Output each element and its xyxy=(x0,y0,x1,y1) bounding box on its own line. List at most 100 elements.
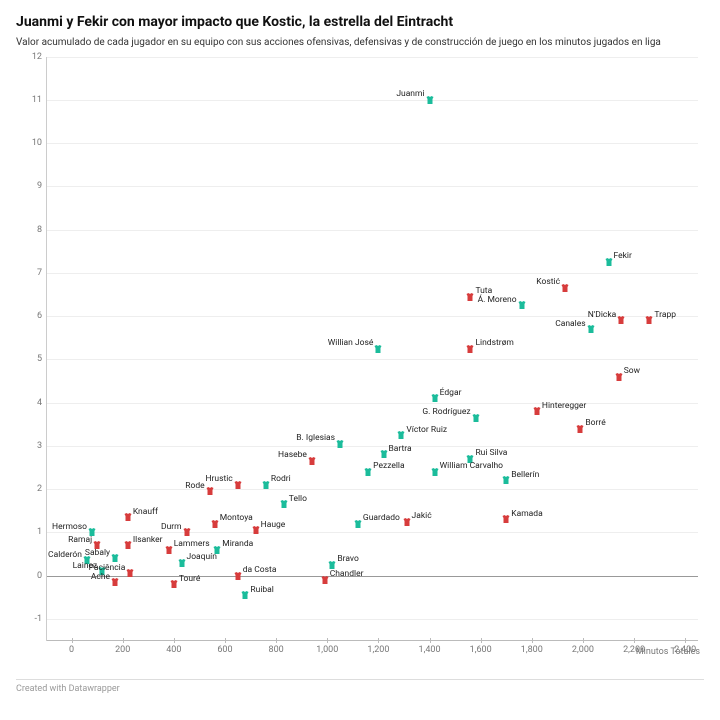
gridline xyxy=(46,576,698,577)
data-point-label: Sabaly xyxy=(85,549,110,558)
y-tick-label: 0 xyxy=(37,571,42,581)
data-point-label: Borré xyxy=(585,419,605,428)
data-point xyxy=(402,517,412,527)
data-point-label: Guardado xyxy=(363,514,400,523)
y-tick-label: 1 xyxy=(37,527,42,537)
data-point-label: Trapp xyxy=(654,311,676,320)
data-point-label: Á. Moreno xyxy=(478,295,517,304)
x-tick-label: 600 xyxy=(217,645,232,655)
data-point-label: Montoya xyxy=(220,514,253,523)
data-point-label: B. Iglesias xyxy=(296,434,335,443)
data-point-label: Hermoso xyxy=(52,523,87,532)
gridline xyxy=(46,143,698,144)
data-point xyxy=(363,467,373,477)
y-tick-label: 4 xyxy=(37,398,42,408)
y-tick-label: 5 xyxy=(37,354,42,364)
data-point xyxy=(471,413,481,423)
gridline xyxy=(46,619,698,620)
data-point-label: Touré xyxy=(179,575,201,584)
y-tick-label: 11 xyxy=(32,95,42,105)
data-point xyxy=(205,486,215,496)
data-point xyxy=(379,449,389,459)
data-point-label: Bellerín xyxy=(511,471,539,480)
y-tick-label: 3 xyxy=(37,441,42,451)
x-tick-label: 200 xyxy=(115,645,130,655)
data-point-label: Víctor Ruiz xyxy=(406,425,447,434)
data-point-label: Hinteregger xyxy=(542,401,586,410)
data-point-label: Juanmi xyxy=(396,90,424,99)
data-point xyxy=(335,439,345,449)
x-tick xyxy=(225,638,226,643)
data-point-label: Fekir xyxy=(614,252,632,261)
data-point-label: Calderón xyxy=(48,551,82,560)
data-point-label: Knauff xyxy=(133,507,158,516)
x-tick xyxy=(72,638,73,643)
data-point-label: Hasebe xyxy=(278,451,307,460)
data-point-label: Hauge xyxy=(261,520,286,529)
data-point xyxy=(307,456,317,466)
data-point xyxy=(604,257,614,267)
x-axis-title: Minutos Totales xyxy=(636,647,700,685)
x-axis-line xyxy=(46,640,698,641)
data-point-label: Rodri xyxy=(271,475,291,484)
data-point-label: Willian José xyxy=(328,339,374,348)
data-point-label: Lindstrøm xyxy=(475,339,513,348)
data-point xyxy=(353,519,363,529)
data-point xyxy=(164,545,174,555)
data-point-label: Rode xyxy=(185,482,204,491)
data-point-label: Bravo xyxy=(337,555,358,564)
data-point-label: Ramaj xyxy=(68,536,92,545)
gridline xyxy=(46,57,698,58)
data-point xyxy=(560,283,570,293)
data-point xyxy=(373,344,383,354)
gridline xyxy=(46,186,698,187)
data-point-label: Durm xyxy=(161,523,182,532)
x-tick xyxy=(634,638,635,643)
data-point-label: Bartra xyxy=(389,445,412,454)
data-point xyxy=(110,577,120,587)
chart-container: Juanmi y Fekir con mayor impacto que Kos… xyxy=(0,0,720,673)
gridline xyxy=(46,532,698,533)
data-point xyxy=(532,406,542,416)
gridline xyxy=(46,359,698,360)
x-tick xyxy=(327,638,328,643)
x-tick-label: 800 xyxy=(269,645,284,655)
data-point xyxy=(123,540,133,550)
y-tick-label: 6 xyxy=(37,311,42,321)
data-point-label: Joaquín xyxy=(187,553,217,562)
data-point xyxy=(430,467,440,477)
x-tick-label: 2,000 xyxy=(572,645,594,655)
data-point-label: Ache xyxy=(91,572,110,581)
data-point xyxy=(169,579,179,589)
data-point xyxy=(614,372,624,382)
data-point xyxy=(501,514,511,524)
data-point-label: G. Rodríguez xyxy=(422,408,470,417)
data-point-label: Chandler xyxy=(330,570,364,579)
data-point xyxy=(517,300,527,310)
gridline xyxy=(46,100,698,101)
x-tick xyxy=(174,638,175,643)
x-tick xyxy=(532,638,533,643)
data-point-label: Canales xyxy=(555,319,585,328)
x-tick xyxy=(583,638,584,643)
x-tick xyxy=(276,638,277,643)
data-point-label: Tello xyxy=(289,494,307,503)
x-tick-label: 0 xyxy=(69,645,74,655)
gridline xyxy=(46,446,698,447)
x-tick-label: 1,200 xyxy=(367,645,389,655)
x-tick-label: 1,800 xyxy=(521,645,543,655)
x-tick-label: 400 xyxy=(166,645,181,655)
y-tick-label: 7 xyxy=(37,268,42,278)
data-point xyxy=(465,292,475,302)
x-tick xyxy=(378,638,379,643)
data-point xyxy=(177,558,187,568)
x-tick xyxy=(685,638,686,643)
x-tick xyxy=(481,638,482,643)
scatter-plot: -1012345678910111202004006008001,0001,20… xyxy=(46,57,698,641)
gridline xyxy=(46,273,698,274)
x-tick-label: 1,400 xyxy=(419,645,441,655)
data-point-label: Miranda xyxy=(222,540,253,549)
x-tick xyxy=(123,638,124,643)
y-tick-label: -1 xyxy=(34,614,42,624)
x-tick-label: 1,600 xyxy=(470,645,492,655)
